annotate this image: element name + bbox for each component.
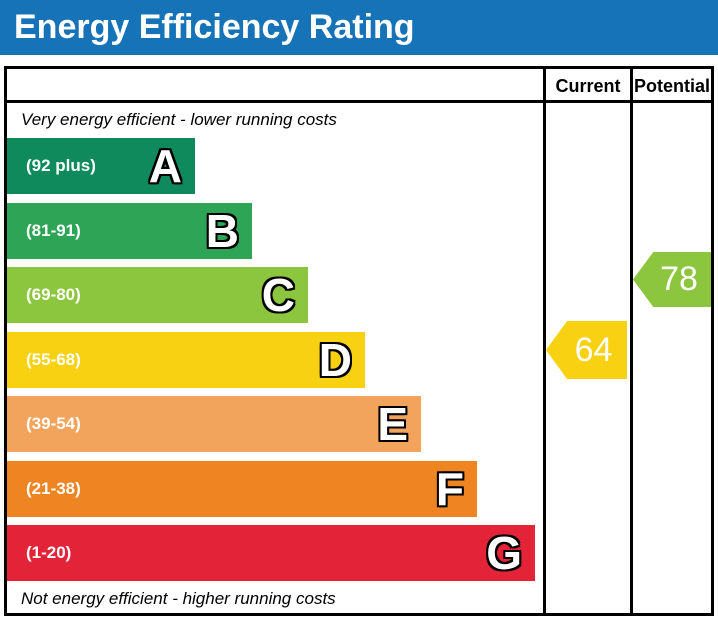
band-row-e: (39-54) E [7, 396, 421, 452]
band-range-label: (92 plus) [26, 156, 96, 175]
band-letter: B [205, 205, 239, 257]
band-row-a: (92 plus) A [7, 138, 195, 194]
band-row-d: (55-68) D [7, 332, 365, 388]
page-title: Energy Efficiency Rating [14, 8, 415, 46]
band-letter: A [148, 140, 182, 192]
band-letter: D [318, 334, 352, 386]
band-range-label: (21-38) [26, 479, 81, 498]
band-letter: E [377, 398, 408, 450]
potential-rating-value: 78 [660, 260, 698, 298]
band-range-label: (1-20) [26, 543, 72, 562]
band-letter: G [486, 527, 522, 579]
band-row-g: (1-20) G [7, 525, 535, 581]
band-range-label: (39-54) [26, 414, 81, 433]
bottom-note: Not energy efficient - higher running co… [21, 589, 336, 608]
band-range-label: (81-91) [26, 221, 81, 240]
band-letter: C [261, 269, 295, 321]
band-row-c: (69-80) C [7, 267, 308, 323]
band-letter: F [435, 463, 464, 515]
band-range-label: (69-80) [26, 285, 81, 304]
current-rating-arrow: 64 [546, 321, 627, 379]
band-range-label: (55-68) [26, 350, 81, 369]
rating-table: Current Potential Very energy efficient … [4, 66, 714, 616]
header-divider-line [7, 100, 711, 103]
band-row-b: (81-91) B [7, 203, 252, 259]
potential-column-header: Potential [633, 76, 710, 96]
current-column-divider [543, 69, 546, 613]
top-note: Very energy efficient - lower running co… [21, 110, 337, 129]
potential-rating-arrow: 78 [633, 252, 711, 307]
current-rating-value: 64 [574, 330, 613, 369]
band-row-f: (21-38) F [7, 461, 477, 517]
title-bar: Energy Efficiency Rating [0, 0, 718, 55]
current-column-header: Current [555, 76, 621, 96]
potential-column-divider [630, 69, 633, 613]
